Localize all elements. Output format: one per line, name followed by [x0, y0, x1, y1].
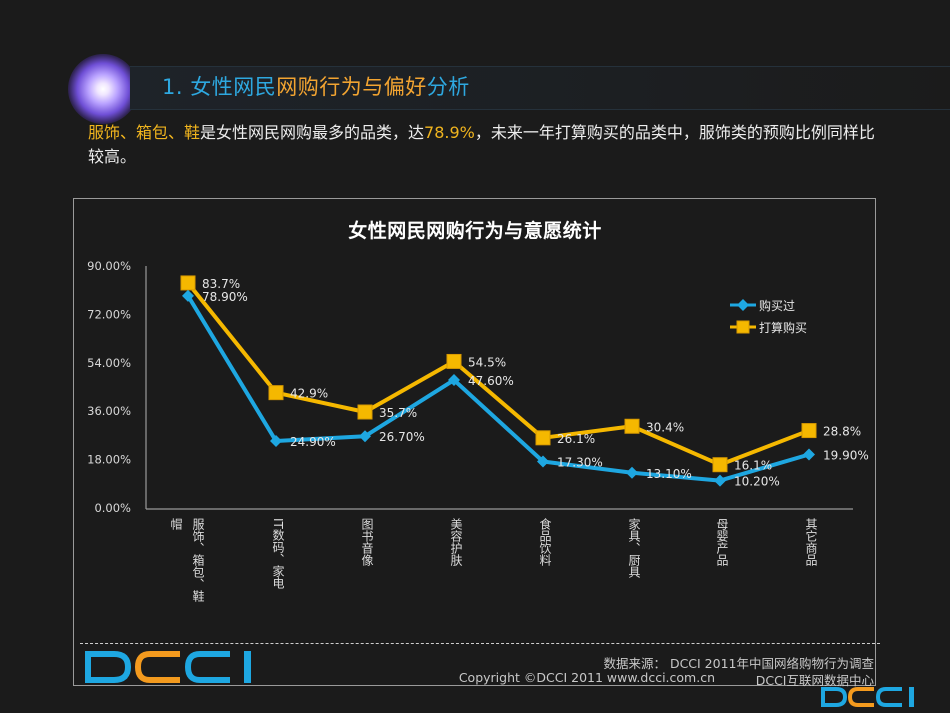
intro-paragraph: 服饰、箱包、鞋是女性网民网购最多的品类，达78.9%，未来一年打算购买的品类中，… [88, 121, 888, 169]
x-label-baby: 母婴产品 [715, 518, 729, 566]
data-label: 42.9% [290, 387, 328, 401]
chart-frame [73, 198, 876, 686]
copyright-text: Copyright ©DCCI 2011 www.dcci.com.cn [458, 670, 715, 685]
y-tick-label: 72.00% [87, 307, 131, 321]
square-marker-icon [268, 385, 284, 401]
intro-text-2: ，未来一年打算购买的品类中，服饰类的预购比例同样比较高。 [88, 123, 875, 166]
square-marker-icon [712, 457, 728, 473]
diamond-marker-icon [182, 289, 194, 302]
intro-text-1: 是女性网民网购最多的品类，达 [200, 123, 425, 142]
data-label: 30.4% [646, 420, 684, 434]
y-tick-label: 18.00% [87, 453, 131, 467]
data-label: 13.10% [646, 467, 692, 481]
diamond-marker-icon [359, 430, 371, 443]
title-part-2: 网购行为与偏好 [276, 75, 427, 99]
x-label-books: 图书音像 [360, 518, 374, 566]
diamond-marker-icon [537, 455, 549, 468]
y-tick-label: 36.00% [87, 404, 131, 418]
dcci-small-logo [821, 687, 914, 707]
x-label-it-digital: IT数码、家电 [271, 518, 285, 589]
data-label: 10.20% [734, 475, 780, 489]
square-marker-icon [446, 353, 462, 369]
data-labels: 83.7% 42.9% 35.7% 54.5% 26.1% 30.4% 16.1% 28.8%… [202, 277, 869, 489]
dcci-logo [85, 651, 251, 683]
title-part-1: 1. 女性网民 [162, 75, 277, 99]
data-label: 24.90% [290, 435, 336, 449]
x-label-other: 其它商品 [804, 518, 818, 566]
y-tick-label: 54.00% [87, 356, 131, 370]
legend-label-bought: 购买过 [759, 298, 795, 313]
x-label-clothing: 服饰、箱包、鞋 [191, 518, 205, 602]
series-lines [186, 281, 810, 483]
intro-highlight-categories: 服饰、箱包、鞋 [88, 123, 201, 142]
legend-square-icon [736, 320, 750, 334]
diamond-marker-icon [270, 435, 282, 448]
x-label-clothing-wrap: 帽 [169, 518, 183, 530]
data-label: 47.60% [468, 374, 514, 388]
x-label-furniture: 家具、厨具 [627, 518, 641, 578]
header-band [130, 66, 950, 110]
data-label: 54.5% [468, 355, 506, 369]
diamond-marker-icon [803, 448, 815, 461]
diamond-marker-icon [448, 374, 460, 387]
x-label-beauty: 美容护肤 [449, 518, 463, 566]
data-label: 28.8% [823, 425, 861, 439]
data-source-text: 数据来源： DCCI 2011年中国网络购物行为调查 [603, 656, 874, 671]
series-markers [180, 275, 817, 487]
data-label: 17.30% [557, 455, 603, 469]
data-label: 16.1% [734, 459, 772, 473]
square-marker-icon [624, 418, 640, 434]
data-label: 26.1% [557, 432, 595, 446]
legend-diamond-icon [737, 299, 749, 311]
square-marker-icon [535, 430, 551, 446]
y-tick-label: 90.00% [87, 259, 131, 273]
square-marker-icon [180, 275, 196, 291]
y-tick-labels: 0.00% 18.00% 36.00% 54.00% 72.00% 90.00% [87, 259, 131, 515]
data-label: 83.7% [202, 277, 240, 291]
data-label: 35.7% [379, 406, 417, 420]
diamond-marker-icon [626, 466, 638, 479]
chart-title: 女性网民网购行为与意愿统计 [348, 220, 602, 242]
legend-label-plan: 打算购买 [759, 320, 807, 335]
series-line [186, 281, 810, 467]
section-title: 1. 女性网民网购行为与偏好分析 [162, 72, 470, 102]
intro-highlight-percent: 78.9% [424, 123, 475, 142]
legend: 购买过 打算购买 [730, 298, 807, 335]
diamond-marker-icon [714, 474, 726, 487]
title-part-3: 分析 [426, 75, 470, 99]
footer-divider [80, 643, 880, 644]
series-line [186, 294, 810, 483]
data-label: 26.70% [379, 430, 425, 444]
data-label: 78.90% [202, 290, 248, 304]
square-marker-icon [357, 404, 373, 420]
sparkle-orb-icon [68, 54, 138, 124]
dcci-center-text: DCCI互联网数据中心 [755, 673, 874, 688]
square-marker-icon [801, 423, 817, 439]
y-tick-label: 0.00% [94, 501, 131, 515]
x-label-food: 食品饮料 [538, 518, 552, 566]
data-label: 19.90% [823, 448, 869, 462]
